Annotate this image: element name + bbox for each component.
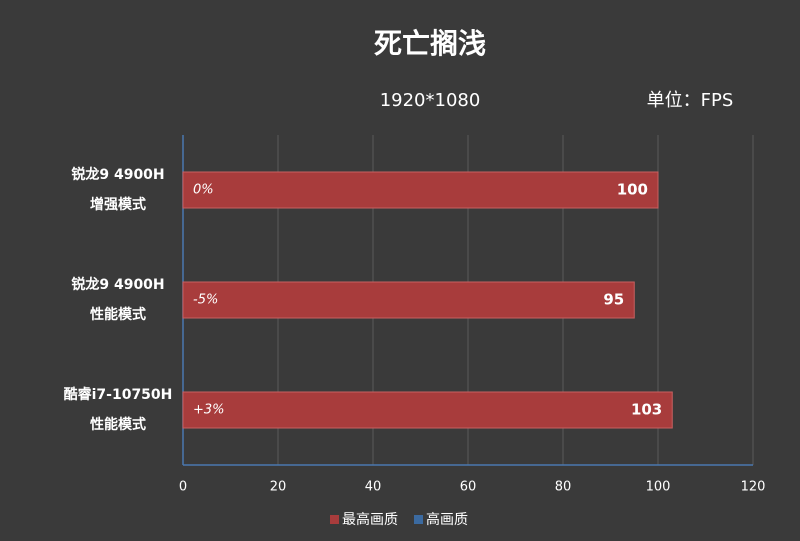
- bar: [182, 391, 673, 429]
- value-label: 100: [617, 181, 648, 199]
- x-tick-label: 0: [179, 480, 187, 495]
- value-label: 103: [631, 401, 662, 419]
- bar: [182, 171, 659, 209]
- x-tick-label: 60: [460, 480, 477, 495]
- bar: [182, 281, 635, 319]
- x-tick-label: 120: [741, 480, 766, 495]
- annotation: 0%: [193, 183, 214, 198]
- legend-swatch: [330, 515, 339, 524]
- x-tick-label: 20: [270, 480, 287, 495]
- subtitle: 1920*1080: [380, 90, 481, 111]
- annotation: +3%: [193, 403, 225, 418]
- value-label: 95: [603, 291, 624, 309]
- legend-label: 最高画质: [342, 511, 398, 528]
- legend-swatch: [414, 515, 423, 524]
- unit-label: 单位：FPS: [647, 90, 734, 111]
- legend-label: 高画质: [426, 511, 468, 528]
- y-tick-label: 锐龙9 4900H: [71, 276, 164, 293]
- x-tick-label: 100: [646, 480, 671, 495]
- y-tick-label: 锐龙9 4900H: [71, 166, 164, 183]
- y-tick-label: 性能模式: [90, 306, 146, 323]
- x-tick-label: 80: [555, 480, 572, 495]
- annotation: -5%: [193, 293, 218, 308]
- y-tick-label: 增强模式: [90, 196, 146, 213]
- y-tick-label: 酷睿i7-10750H: [64, 386, 173, 403]
- chart-title: 死亡搁浅: [374, 27, 486, 60]
- y-tick-label: 性能模式: [90, 416, 146, 433]
- x-tick-label: 40: [365, 480, 382, 495]
